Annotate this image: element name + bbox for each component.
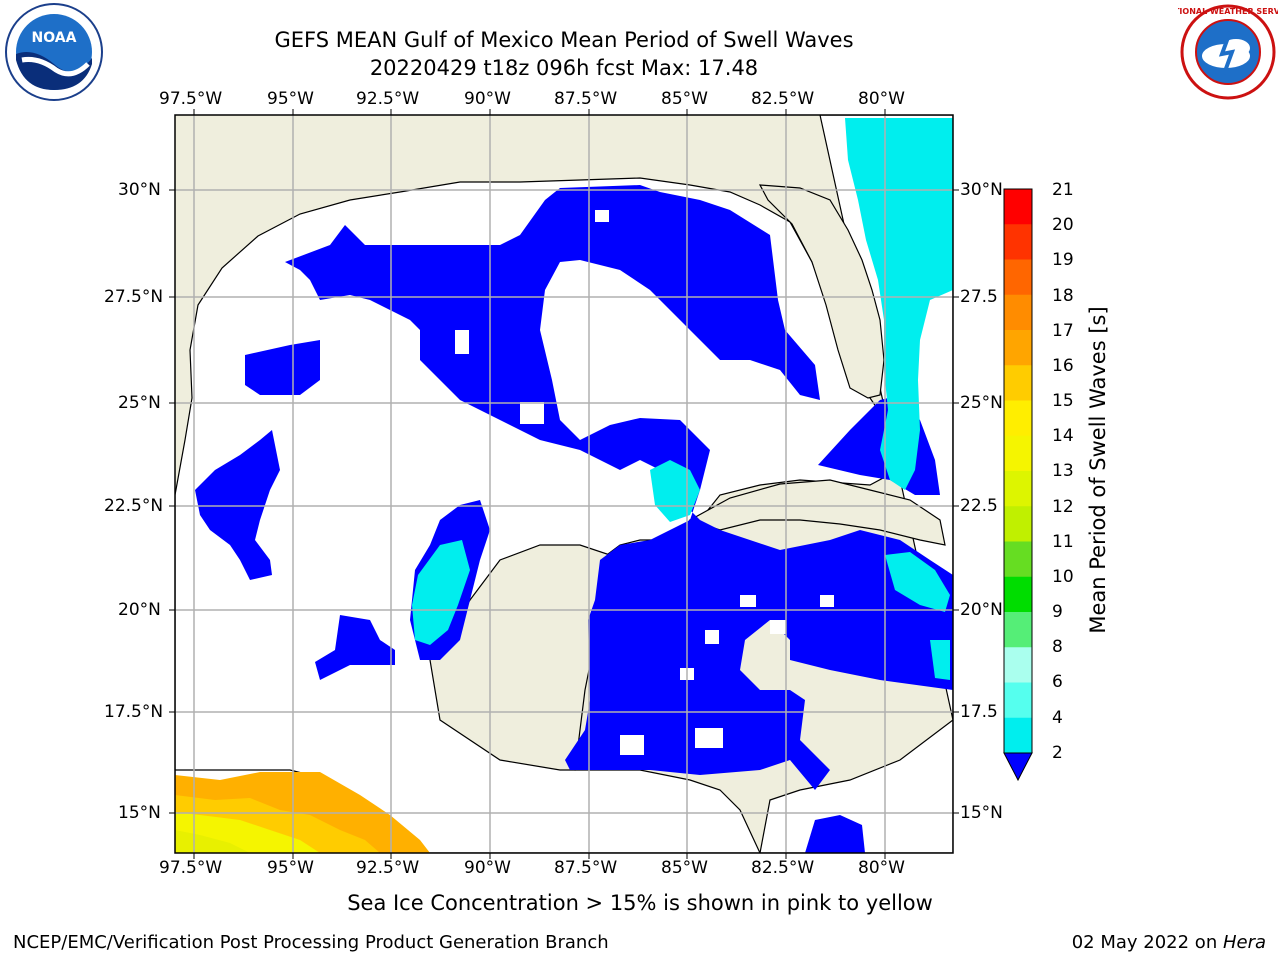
lat-label-left-2: 27.5°N [104, 287, 164, 307]
colorbar-tick-15: 15 [1052, 391, 1074, 411]
colorbar-cell [1004, 259, 1032, 296]
lon-label-top-6: 85°W [661, 89, 708, 109]
lat-label-right-4: 22.5 [960, 496, 998, 516]
colorbar-cell [1004, 682, 1032, 719]
colorbar-tick-12: 12 [1052, 497, 1074, 517]
colorbar-cell [1004, 400, 1032, 437]
lat-label-right-7: 15°N [960, 803, 1003, 823]
colorbar-extend-arrow [1003, 752, 1033, 782]
lon-label-top-5: 87.5°W [554, 89, 618, 109]
colorbar-cell [1004, 541, 1032, 578]
colorbar-tick-4: 4 [1052, 708, 1063, 728]
colorbar-cell [1004, 471, 1032, 507]
lat-label-right-5: 20°N [960, 600, 1003, 620]
lon-label-top-2: 95°W [267, 89, 314, 109]
lat-label-left-3: 25°N [118, 393, 161, 413]
colorbar-cell [1004, 224, 1032, 260]
footer-date: 02 May 2022 on Hera [1072, 932, 1266, 953]
colorbar-tick-21: 21 [1052, 180, 1074, 200]
colorbar-tick-8: 8 [1052, 637, 1063, 657]
lon-label-top-7: 82.5°W [751, 89, 815, 109]
colorbar-tick-20: 20 [1052, 215, 1074, 235]
colorbar-cell [1004, 365, 1032, 401]
colorbar-tick-16: 16 [1052, 356, 1074, 376]
florida-land [758, 184, 885, 399]
colorbar-cell [1004, 189, 1032, 225]
colorbar-tick-11: 11 [1052, 532, 1074, 552]
colorbar-tick-13: 13 [1052, 461, 1074, 481]
lat-label-right-1: 30°N [960, 180, 1003, 200]
lon-label-bottom-7: 82.5°W [751, 858, 815, 878]
graticule [175, 115, 953, 853]
lon-label-bottom-3: 92.5°W [356, 858, 420, 878]
colorbar-cell [1004, 647, 1032, 683]
map-subtitle: 20220429 t18z 096h fcst Max: 17.48 [369, 56, 759, 80]
colorbar-tick-2: 2 [1052, 743, 1063, 763]
colorbar-tick-9: 9 [1052, 602, 1063, 622]
lat-label-left-6: 17.5°N [104, 702, 164, 722]
colorbar-tick-14: 14 [1052, 426, 1074, 446]
lat-label-left-5: 20°N [118, 600, 161, 620]
lon-label-top-8: 80°W [858, 89, 905, 109]
colorbar-tick-18: 18 [1052, 286, 1074, 306]
noaa-logo-text: NOAA [32, 30, 77, 46]
colorbar-cell [1004, 576, 1032, 613]
lon-label-bottom-8: 80°W [858, 858, 905, 878]
nws-logo: NATIONAL WEATHER SERVICE [1162, 2, 1280, 102]
footer-credit: NCEP/EMC/Verification Post Processing Pr… [13, 932, 609, 953]
lon-label-top-3: 92.5°W [356, 89, 420, 109]
colorbar-cell [1004, 330, 1032, 366]
colorbar-label: Mean Period of Swell Waves [s] [1086, 306, 1110, 634]
lon-label-bottom-5: 87.5°W [554, 858, 618, 878]
lon-label-bottom-4: 90°W [464, 858, 511, 878]
lat-label-right-6: 17.5 [960, 702, 998, 722]
lon-label-bottom-1: 97.5°W [159, 858, 223, 878]
map-frame [174, 114, 954, 854]
colorbar-cell [1004, 435, 1032, 472]
lon-label-top-1: 97.5°W [159, 89, 223, 109]
ice-note: Sea Ice Concentration > 15% is shown in … [347, 891, 933, 915]
lon-label-bottom-2: 95°W [267, 858, 314, 878]
lat-label-left-7: 15°N [118, 803, 161, 823]
map-panel [169, 109, 959, 859]
colorbar-tick-6: 6 [1052, 672, 1063, 692]
nws-logo-text: NATIONAL WEATHER SERVICE [1178, 7, 1278, 16]
lon-label-bottom-6: 85°W [661, 858, 708, 878]
colorbar-cell [1004, 717, 1032, 754]
colorbar-cell [1004, 294, 1032, 331]
map-title: GEFS MEAN Gulf of Mexico Mean Period of … [274, 28, 854, 52]
lat-label-right-2: 27.5 [960, 287, 998, 307]
colorbar-tick-10: 10 [1052, 567, 1074, 587]
cuba-land [688, 479, 946, 546]
footer-host: Hera [1222, 932, 1266, 953]
colorbar-cell [1004, 506, 1032, 542]
colorbar [1000, 185, 1040, 785]
lon-label-top-4: 90°W [464, 89, 511, 109]
colorbar-cell [1004, 612, 1032, 648]
lat-label-right-3: 25°N [960, 393, 1003, 413]
colorbar-tick-17: 17 [1052, 321, 1074, 341]
colorbar-tick-19: 19 [1052, 250, 1074, 270]
noaa-logo: NOAA [4, 2, 104, 102]
lat-label-left-1: 30°N [118, 180, 161, 200]
footer-date-text: 02 May 2022 on [1071, 932, 1223, 953]
lat-label-left-4: 22.5°N [104, 496, 164, 516]
